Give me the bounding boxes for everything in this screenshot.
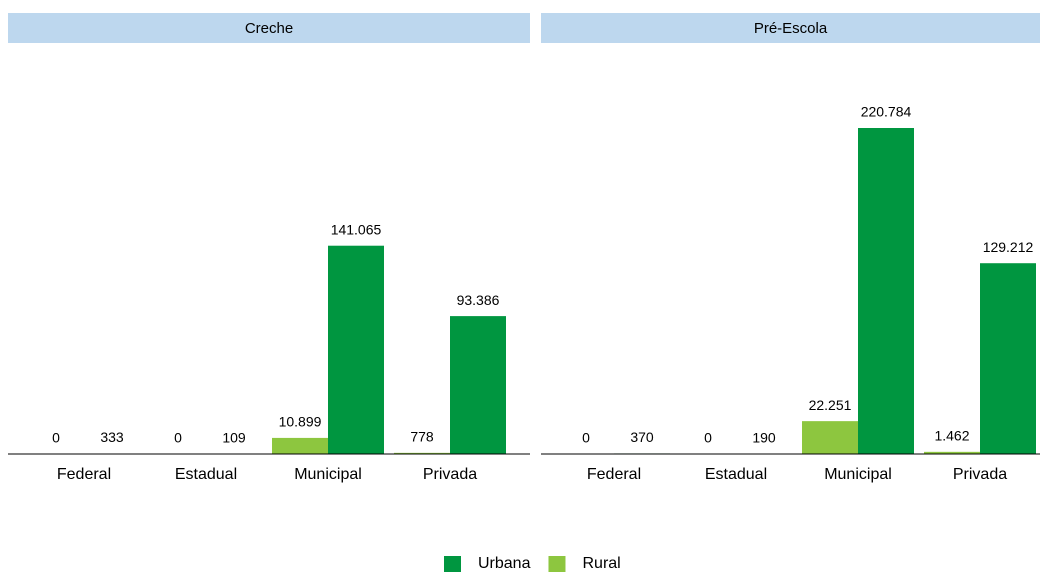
value-label: 93.386 bbox=[457, 292, 500, 308]
bar bbox=[980, 263, 1036, 454]
value-label: 10.899 bbox=[279, 414, 322, 430]
value-label: 22.251 bbox=[809, 397, 852, 413]
value-label: 0 bbox=[704, 430, 712, 446]
bar bbox=[802, 421, 858, 454]
bar bbox=[328, 245, 384, 454]
panel-header bbox=[541, 13, 1040, 43]
value-label: 0 bbox=[582, 430, 590, 446]
legend-swatch bbox=[548, 556, 566, 572]
x-tick-label: Estadual bbox=[705, 466, 767, 483]
x-tick-label: Estadual bbox=[175, 466, 237, 483]
panel-title: Pré-Escola bbox=[754, 20, 828, 37]
x-tick-label: Privada bbox=[953, 466, 1007, 483]
value-label: 109 bbox=[222, 430, 246, 446]
value-label: 0 bbox=[174, 430, 182, 446]
value-label: 190 bbox=[752, 429, 776, 445]
value-label: 220.784 bbox=[861, 104, 912, 120]
value-label: 1.462 bbox=[934, 428, 969, 444]
legend-swatch bbox=[444, 556, 461, 572]
bar bbox=[394, 452, 450, 454]
bar bbox=[272, 437, 328, 454]
x-tick-label: Federal bbox=[57, 466, 111, 483]
panel-header bbox=[8, 13, 530, 43]
bar bbox=[450, 316, 506, 454]
value-label: 129.212 bbox=[983, 239, 1034, 255]
x-tick-label: Privada bbox=[423, 466, 477, 483]
bar bbox=[858, 128, 914, 454]
x-tick-label: Federal bbox=[587, 466, 641, 483]
value-label: 0 bbox=[52, 430, 60, 446]
value-label: 141.065 bbox=[331, 221, 382, 237]
value-label: 778 bbox=[410, 429, 434, 445]
value-label: 333 bbox=[100, 429, 124, 445]
x-tick-label: Municipal bbox=[824, 466, 892, 483]
x-tick-label: Municipal bbox=[294, 466, 362, 483]
panel-title: Creche bbox=[245, 20, 293, 37]
legend-label: Rural bbox=[582, 555, 620, 572]
bar bbox=[924, 451, 980, 454]
value-label: 370 bbox=[630, 429, 654, 445]
legend-label: Urbana bbox=[478, 555, 531, 572]
